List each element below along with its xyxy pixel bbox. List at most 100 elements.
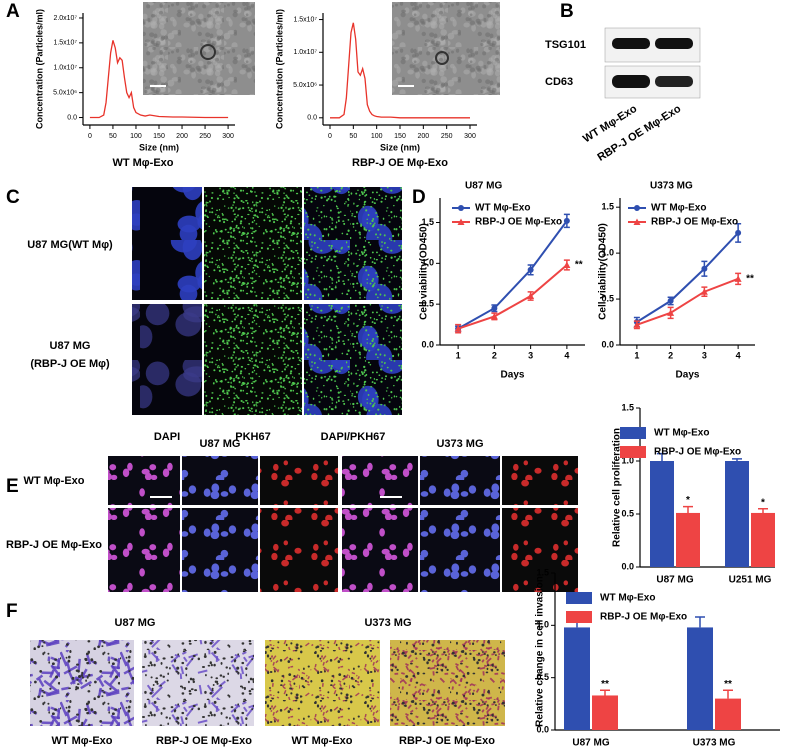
bar xyxy=(725,461,749,567)
line xyxy=(457,264,568,330)
x-tick-label: 50 xyxy=(109,133,117,140)
point xyxy=(667,309,675,316)
caption: WT Mφ-Exo xyxy=(51,735,112,747)
bar xyxy=(592,695,618,730)
y-axis-label: Cell viability(OD450) xyxy=(419,223,430,320)
y-tick-label: 2.0x10⁷ xyxy=(53,15,77,22)
point xyxy=(454,325,462,332)
point xyxy=(527,266,534,273)
x-tick-label: 300 xyxy=(464,133,476,140)
bar xyxy=(564,627,590,730)
micrograph xyxy=(30,640,134,726)
y-tick-label: 0.0 xyxy=(307,115,317,122)
chart-title: U87 MG xyxy=(465,181,502,192)
bar xyxy=(687,627,713,730)
panel-label: F xyxy=(6,601,18,622)
y-axis-label: Concentration (Particles/ml) xyxy=(34,9,44,129)
legend-label: RBP-J OE Mφ-Exo xyxy=(651,217,738,228)
chart-title: U373 MG xyxy=(650,181,693,192)
band-label: TSG101 xyxy=(545,39,586,51)
legend-marker xyxy=(458,205,464,211)
legend-marker xyxy=(634,205,640,211)
error-bar xyxy=(723,689,733,699)
tem-image xyxy=(143,2,255,95)
y-tick-label: 1.5x10⁷ xyxy=(293,16,317,23)
y-tick-label: 1.5 xyxy=(601,202,614,212)
micrograph xyxy=(304,304,402,415)
point xyxy=(527,292,535,299)
bar xyxy=(715,698,741,730)
micrograph xyxy=(182,508,258,592)
x-tick-label: 50 xyxy=(349,133,357,140)
x-tick-label: 4 xyxy=(736,350,741,360)
x-tick-label: 2 xyxy=(492,350,497,360)
legend-label: RBP-J OE Mφ-Exo xyxy=(600,612,687,623)
legend-label: RBP-J OE Mφ-Exo xyxy=(654,447,741,458)
micrograph xyxy=(260,508,338,592)
group-label: U373 MG xyxy=(436,438,483,450)
x-axis-label: Days xyxy=(676,370,700,381)
group-label: U87 MG xyxy=(115,617,156,629)
y-tick-label: 1.5 xyxy=(536,567,549,577)
annotation: * xyxy=(761,497,765,508)
y-tick-label: 0.0 xyxy=(621,561,634,571)
micrograph xyxy=(304,187,402,300)
micrograph xyxy=(420,508,500,592)
line xyxy=(89,40,229,119)
bar xyxy=(650,461,674,567)
x-tick-label: 150 xyxy=(394,133,406,140)
annotation: ** xyxy=(601,679,609,690)
micrograph xyxy=(342,508,418,592)
legend-swatch xyxy=(566,592,592,604)
legend-swatch xyxy=(620,427,646,439)
caption: RBP-J OE Mφ-Exo xyxy=(352,157,448,169)
y-tick-label: 0.5 xyxy=(421,299,434,309)
y-tick-label: 1.0x10⁷ xyxy=(53,65,77,72)
x-tick-label: 100 xyxy=(130,133,142,140)
micrograph xyxy=(182,456,258,505)
x-tick-label: 1 xyxy=(634,350,639,360)
x-tick-label: U251 MG xyxy=(729,575,772,586)
legend-marker xyxy=(633,218,641,225)
point xyxy=(700,288,708,295)
x-tick-label: 300 xyxy=(222,133,234,140)
y-tick-label: 0.0 xyxy=(421,339,434,349)
bar xyxy=(676,512,700,567)
point xyxy=(633,321,641,328)
legend-label: WT Mφ-Exo xyxy=(475,203,530,214)
y-tick-label: 1.0x10⁷ xyxy=(293,49,317,56)
point xyxy=(734,275,742,282)
x-tick-label: 0 xyxy=(328,133,332,140)
band xyxy=(655,76,693,87)
row-label: U87 MG(WT Mφ) xyxy=(27,239,113,251)
micrograph xyxy=(132,304,202,415)
error-bar xyxy=(600,689,610,696)
legend-swatch xyxy=(566,611,592,623)
x-axis-label: Days xyxy=(501,370,525,381)
y-tick-label: 0.5 xyxy=(621,508,634,518)
x-tick-label: 3 xyxy=(528,350,533,360)
y-tick-label: 0.0 xyxy=(601,339,614,349)
y-tick-label: 1.0 xyxy=(621,455,634,465)
point xyxy=(563,261,571,268)
legend-label: WT Mφ-Exo xyxy=(600,593,655,604)
column-label: PKH67 xyxy=(235,431,270,443)
x-tick-label: 0 xyxy=(88,133,92,140)
x-tick-label: 3 xyxy=(702,350,707,360)
error-bar xyxy=(683,505,693,513)
micrograph xyxy=(420,456,500,505)
y-tick-label: 1.0 xyxy=(536,620,549,630)
micrograph xyxy=(132,187,202,300)
y-axis-label: Relative cell proliferation xyxy=(612,428,623,547)
micrograph xyxy=(142,640,254,726)
point xyxy=(490,312,498,320)
x-tick-label: 200 xyxy=(176,133,188,140)
x-tick-label: 100 xyxy=(371,133,383,140)
x-tick-label: 4 xyxy=(564,350,569,360)
legend-label: WT Mφ-Exo xyxy=(654,428,709,439)
caption: RBP-J OE Mφ-Exo xyxy=(156,735,252,747)
y-tick-label: 5.0x10⁶ xyxy=(53,89,77,96)
caption: WT Mφ-Exo xyxy=(112,157,173,169)
y-axis-label: Cell viability(OD450) xyxy=(598,223,609,320)
